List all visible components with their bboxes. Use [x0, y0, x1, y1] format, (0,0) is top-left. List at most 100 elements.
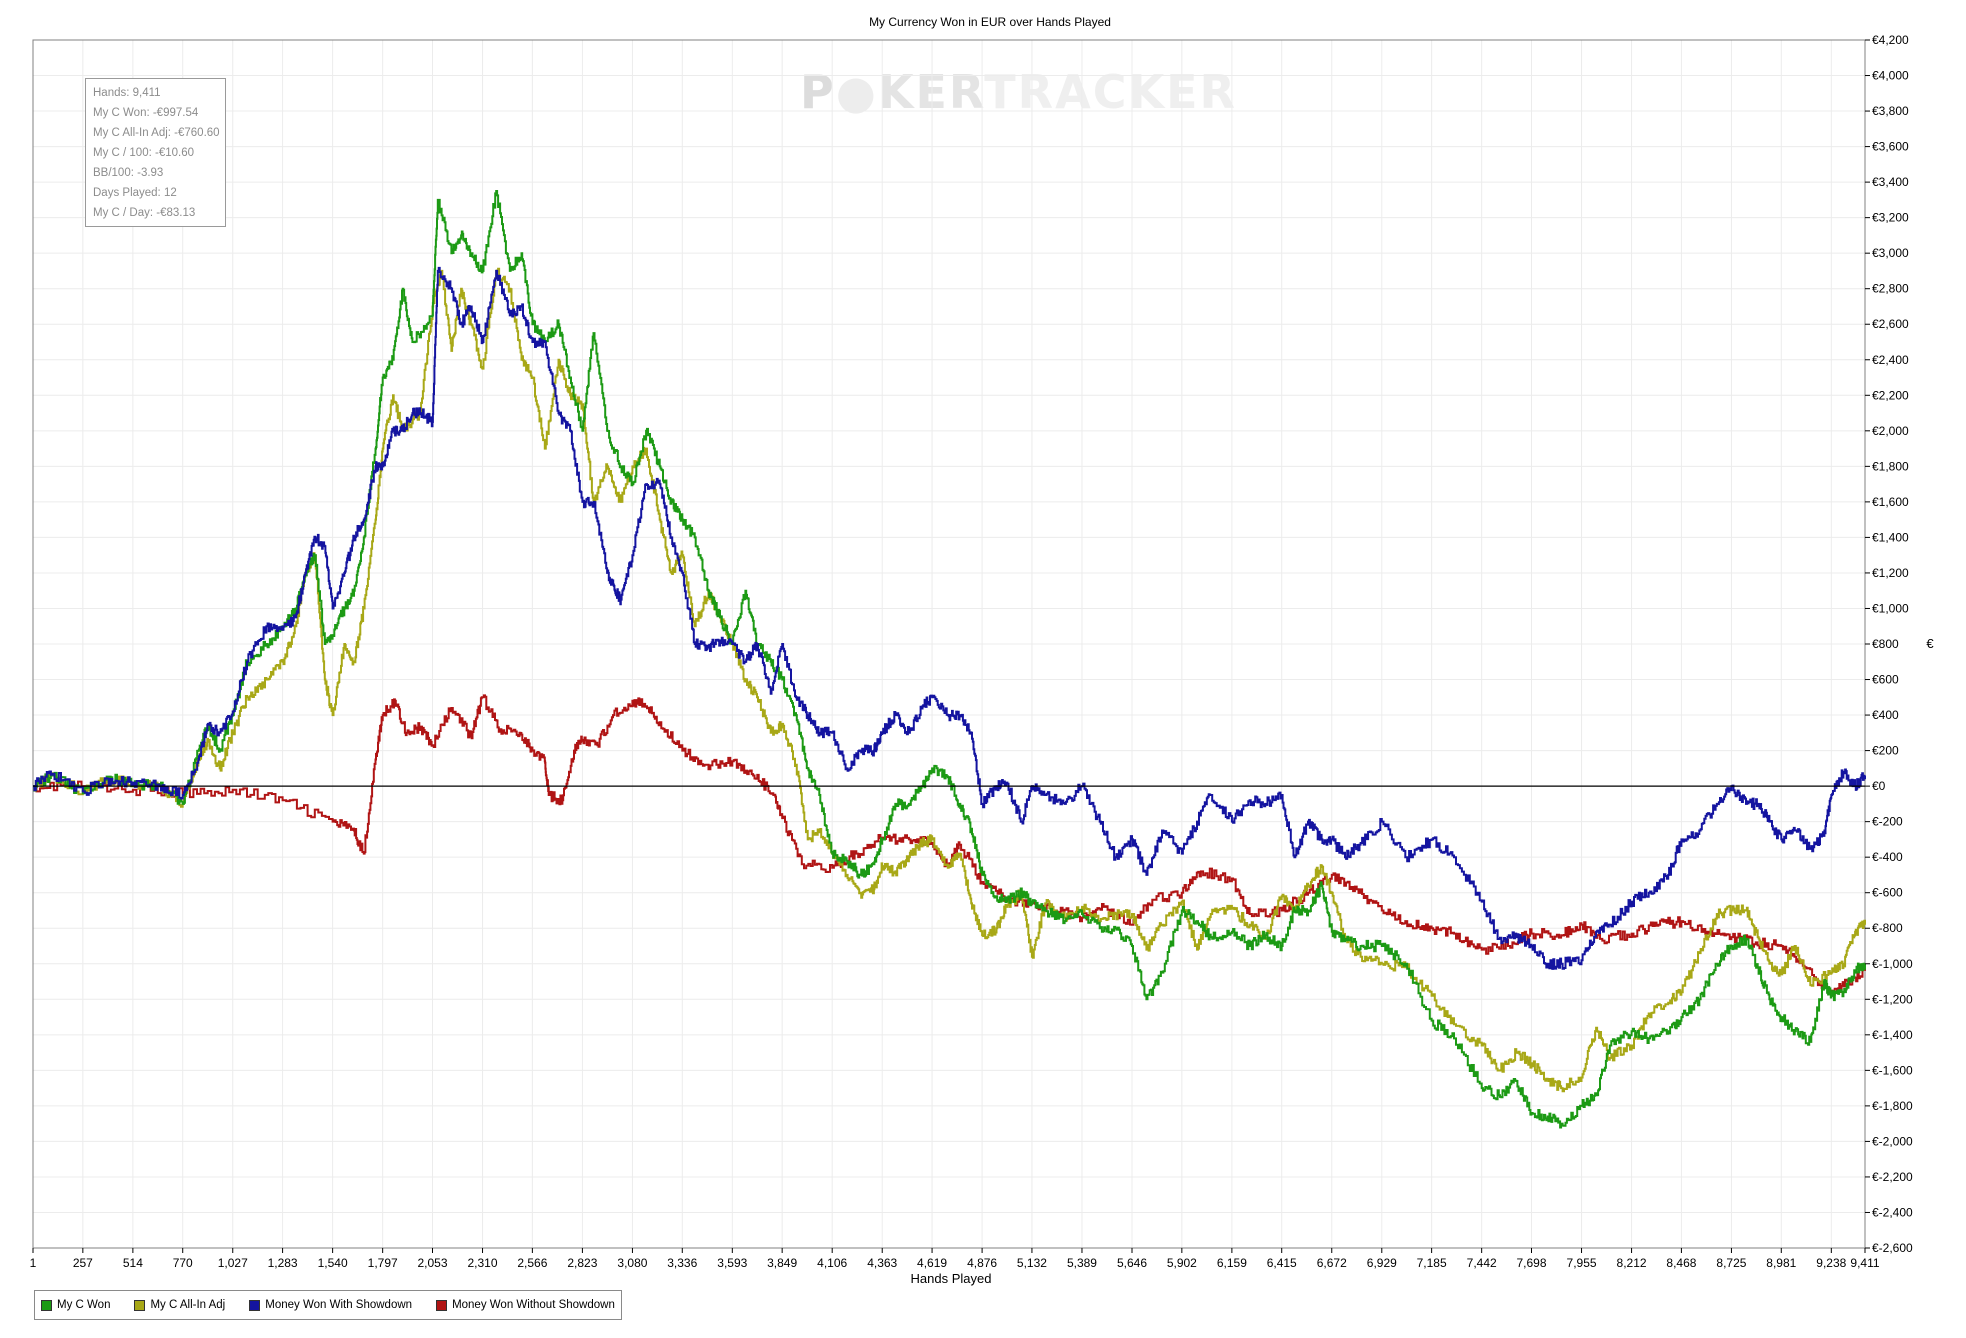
- legend-swatch: [134, 1299, 146, 1311]
- y-tick-label: €-1,000: [1872, 957, 1913, 971]
- x-tick-label: 1,283: [268, 1256, 298, 1270]
- x-tick-label: 2,310: [468, 1256, 498, 1270]
- x-tick-label: 7,955: [1567, 1256, 1597, 1270]
- x-tick-label: 9,411: [1850, 1256, 1879, 1270]
- x-tick-label: 8,725: [1716, 1256, 1746, 1270]
- y-tick-label: €-2,200: [1872, 1170, 1913, 1184]
- y-tick-label: €3,600: [1872, 140, 1909, 154]
- series-line: [33, 190, 1866, 1129]
- x-tick-label: 8,468: [1666, 1256, 1696, 1270]
- x-tick-label: 3,336: [667, 1256, 697, 1270]
- y-tick-label: €4,000: [1872, 69, 1909, 83]
- y-tick-label: €800: [1872, 637, 1899, 651]
- x-tick-label: 6,929: [1367, 1256, 1397, 1270]
- x-tick-label: 8,212: [1617, 1256, 1647, 1270]
- x-tick-label: 5,132: [1017, 1256, 1047, 1270]
- pokertracker-watermark-logo: P●KERTRACKER: [800, 65, 1237, 119]
- x-tick-label: 5,646: [1117, 1256, 1147, 1270]
- y-tick-label: €3,000: [1872, 246, 1909, 260]
- x-tick-label: 770: [173, 1256, 193, 1270]
- stat-my-c-won: My C Won: -€997.54: [93, 107, 199, 119]
- stats-summary-box: Hands: 9,411 My C Won: -€997.54 My C All…: [85, 78, 226, 227]
- legend-item-my-c-won[interactable]: My C Won: [41, 1299, 110, 1311]
- y-tick-label: €4,200: [1872, 33, 1909, 47]
- x-tick-label: 7,185: [1417, 1256, 1447, 1270]
- y-tick-label: €1,600: [1872, 495, 1909, 509]
- stat-days-played: Days Played: 12: [93, 187, 177, 199]
- y-tick-label: €600: [1872, 673, 1899, 687]
- x-tick-label: 257: [73, 1256, 93, 1270]
- y-tick-label: €2,800: [1872, 282, 1909, 296]
- x-tick-label: 7,698: [1516, 1256, 1546, 1270]
- y-axis-ticks: €4,200 €4,000 €3,800 €3,600 €3,400 €3,200 €3,0…: [1865, 33, 1913, 1255]
- x-tick-label: 3,593: [717, 1256, 747, 1270]
- series-lines: [33, 190, 1866, 1129]
- legend-swatch: [41, 1299, 52, 1311]
- x-tick-label: 8,981: [1766, 1256, 1796, 1270]
- x-tick-label: 3,849: [767, 1256, 797, 1270]
- x-tick-label: 4,876: [967, 1256, 997, 1270]
- x-tick-label: 5,389: [1067, 1256, 1097, 1270]
- legend-label: Money Won With Showdown: [265, 1299, 413, 1311]
- chart-legend: My C Won My C All-In Adj Money Won With …: [34, 1290, 622, 1320]
- gridlines: [32, 39, 1866, 1249]
- y-tick-label: €-800: [1872, 921, 1903, 935]
- x-tick-label: 2,566: [517, 1256, 547, 1270]
- y-tick-label: €-2,600: [1872, 1241, 1913, 1255]
- stat-all-in-adj: My C All-In Adj: -€760.60: [93, 127, 220, 139]
- x-tick-label: 6,672: [1317, 1256, 1347, 1270]
- legend-item-without-showdown[interactable]: Money Won Without Showdown: [436, 1299, 615, 1311]
- y-tick-label: €-200: [1872, 815, 1903, 829]
- y-tick-label: €3,800: [1872, 104, 1909, 118]
- series-line: [33, 266, 1866, 970]
- y-tick-label: €1,000: [1872, 601, 1909, 615]
- stat-per-day: My C / Day: -€83.13: [93, 207, 196, 219]
- legend-swatch: [436, 1299, 448, 1311]
- x-tick-label: 1,797: [368, 1256, 398, 1270]
- x-tick-label: 1: [30, 1256, 37, 1270]
- x-tick-label: 2,823: [567, 1256, 597, 1270]
- x-tick-label: 1,540: [318, 1256, 348, 1270]
- y-tick-label: €-1,800: [1872, 1099, 1913, 1113]
- y-tick-label: €1,800: [1872, 459, 1909, 473]
- y-tick-label: €-2,400: [1872, 1205, 1913, 1219]
- x-tick-label: 7,442: [1467, 1256, 1497, 1270]
- legend-swatch: [249, 1299, 261, 1311]
- legend-item-with-showdown[interactable]: Money Won With Showdown: [249, 1299, 412, 1311]
- x-tick-label: 3,080: [617, 1256, 647, 1270]
- y-tick-label: €200: [1872, 744, 1899, 758]
- x-tick-label: 5,902: [1167, 1256, 1197, 1270]
- y-tick-label: €2,600: [1872, 317, 1909, 331]
- x-axis-title: Hands Played: [911, 1271, 992, 1286]
- x-tick-label: 514: [123, 1256, 143, 1270]
- stat-bb-100: BB/100: -3.93: [93, 167, 164, 179]
- x-tick-label: 9,238: [1816, 1256, 1846, 1270]
- y-tick-label: €2,400: [1872, 353, 1909, 367]
- x-tick-label: 4,363: [867, 1256, 897, 1270]
- x-tick-label: 6,159: [1217, 1256, 1247, 1270]
- series-line: [33, 694, 1866, 997]
- y-axis-title: €: [1926, 636, 1934, 651]
- legend-item-all-in-adj[interactable]: My C All-In Adj: [134, 1299, 225, 1311]
- y-tick-label: €1,200: [1872, 566, 1909, 580]
- x-tick-label: 2,053: [417, 1256, 447, 1270]
- y-tick-label: €-1,400: [1872, 1028, 1913, 1042]
- y-tick-label: €-1,200: [1872, 992, 1913, 1006]
- y-tick-label: €0: [1872, 779, 1886, 793]
- stat-per-100: My C / 100: -€10.60: [93, 147, 194, 159]
- y-tick-label: €400: [1872, 708, 1899, 722]
- legend-label: My C Won: [57, 1299, 111, 1311]
- legend-label: My C All-In Adj: [150, 1299, 226, 1311]
- x-tick-label: 1,027: [218, 1256, 248, 1270]
- x-tick-label: 4,106: [817, 1256, 847, 1270]
- x-axis-ticks: 1 257 514 770 1,027 1,283 1,540 1,797 2,053 2,310…: [30, 1248, 1880, 1270]
- y-tick-label: €1,400: [1872, 530, 1909, 544]
- y-tick-label: €2,000: [1872, 424, 1909, 438]
- y-tick-label: €3,200: [1872, 211, 1909, 225]
- y-tick-label: €-1,600: [1872, 1063, 1913, 1077]
- y-tick-label: €-400: [1872, 850, 1903, 864]
- y-tick-label: €2,200: [1872, 388, 1909, 402]
- series-line: [33, 267, 1866, 1093]
- x-tick-label: 4,619: [917, 1256, 947, 1270]
